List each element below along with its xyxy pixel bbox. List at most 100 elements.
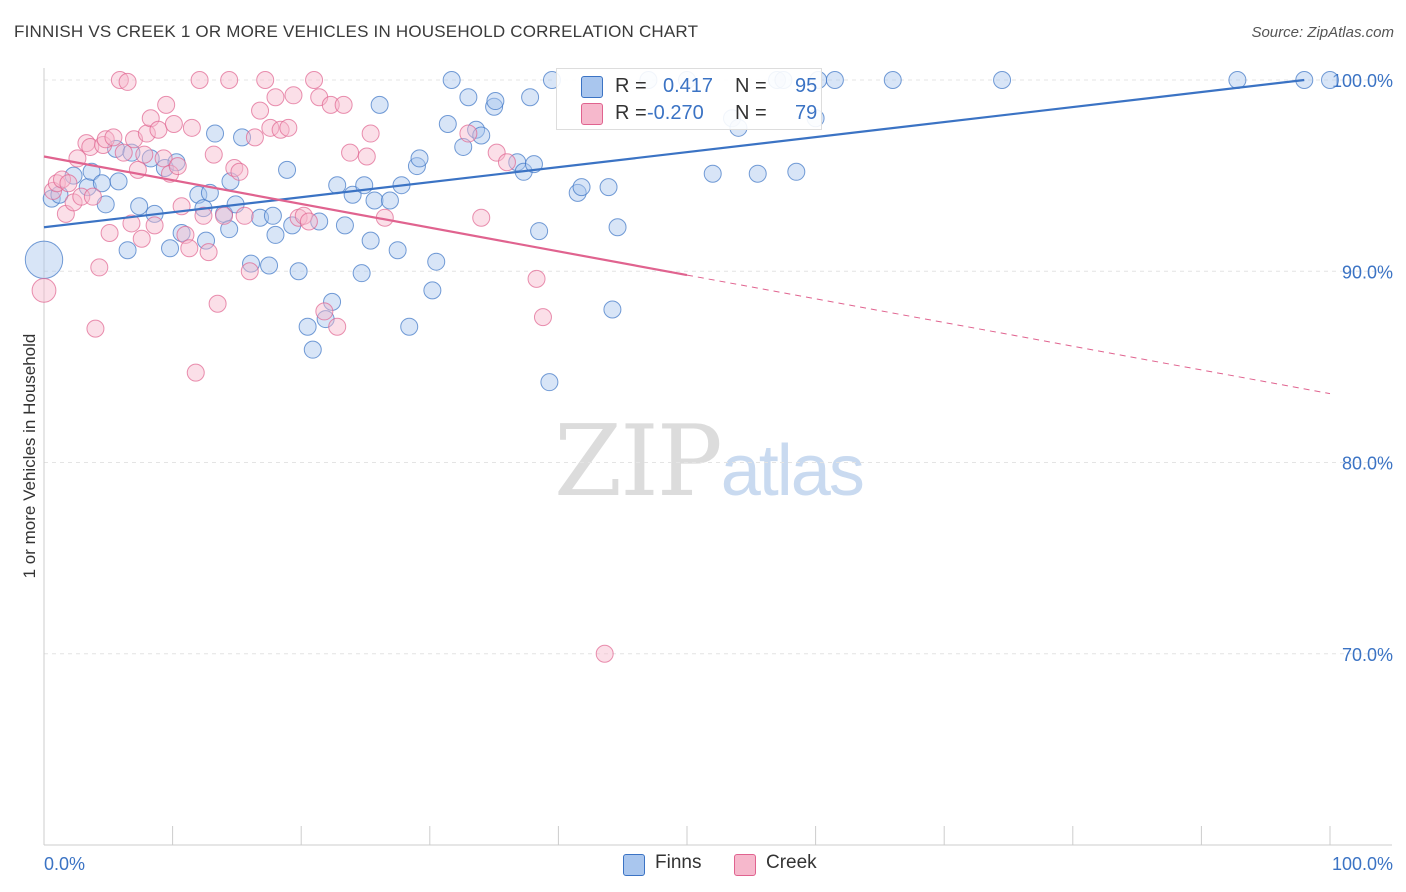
finns-point-16 [161, 239, 180, 258]
finns-point-37 [298, 317, 317, 336]
finns-point-76 [603, 300, 622, 319]
creek-point-72 [459, 124, 478, 143]
creek-point-74 [527, 269, 546, 288]
finns-point-21 [197, 231, 216, 250]
creek-point-11 [83, 187, 102, 206]
finns-point-5 [82, 162, 101, 181]
finns-point-74 [572, 178, 591, 197]
finns-point-32 [263, 206, 282, 225]
creek-point-42 [199, 243, 218, 262]
creek-point-41 [194, 206, 213, 225]
creek-point-61 [299, 212, 318, 231]
creek-point-33 [164, 114, 183, 133]
finns-point-28 [233, 128, 252, 147]
stats-legend: R = 0.417 N = 95 R = -0.270 N = 79 [556, 68, 822, 130]
finns-trend-line [43, 78, 1305, 229]
creek-point-55 [266, 88, 285, 107]
creek-point-73 [472, 208, 491, 227]
creek-point-29 [149, 120, 168, 139]
y-tick-label-80: 80.0% [1342, 454, 1393, 474]
creek-point-51 [245, 128, 264, 147]
finns-point-51 [388, 241, 407, 260]
creek-swatch [581, 103, 603, 125]
finns-point-10 [118, 241, 137, 260]
creek-point-30 [154, 149, 173, 168]
finns-n-label: N = [735, 75, 767, 97]
creek-point-36 [176, 225, 195, 244]
finns-point-77 [608, 218, 627, 237]
creek-trend-line-extension [686, 274, 1331, 395]
creek-point-46 [220, 71, 239, 89]
creek-point-45 [215, 206, 234, 225]
creek-point-12 [86, 319, 105, 338]
finns-point-42 [328, 176, 347, 195]
finns-n-value: 95 [795, 75, 818, 97]
creek-point-17 [104, 128, 123, 147]
creek-point-64 [315, 302, 334, 321]
finns-point-23 [206, 124, 225, 143]
creek-point-68 [341, 143, 360, 162]
bottom-creek-swatch [734, 854, 756, 876]
creek-point-0 [31, 277, 57, 303]
creek-n-label: N = [735, 102, 767, 124]
creek-point-28 [145, 216, 164, 235]
creek-n-value: 79 [795, 102, 818, 124]
creek-point-60 [294, 206, 313, 225]
bottom-finns-label: Finns [655, 852, 702, 873]
finns-point-91 [993, 71, 1012, 89]
finns-point-0 [24, 240, 64, 279]
finns-point-38 [303, 340, 322, 359]
creek-point-18 [110, 71, 129, 89]
finns-point-57 [427, 252, 446, 271]
y-tick-label-70: 70.0% [1342, 645, 1393, 665]
finns-point-65 [486, 92, 505, 111]
finns-point-69 [524, 155, 543, 174]
finns-r-label: R = [615, 75, 647, 97]
y-tick-label-90: 90.0% [1342, 262, 1393, 282]
creek-point-57 [279, 118, 298, 137]
finns-point-25 [220, 220, 239, 239]
finns-point-80 [703, 164, 722, 183]
finns-point-89 [825, 71, 844, 89]
finns-point-4 [78, 178, 97, 197]
source-label: Source: ZipAtlas.com [1251, 24, 1394, 41]
finns-point-9 [109, 172, 128, 191]
creek-point-66 [328, 317, 347, 336]
finns-point-31 [260, 256, 279, 275]
finns-point-56 [423, 281, 442, 300]
creek-point-26 [137, 124, 156, 143]
creek-point-53 [256, 71, 275, 89]
y-tick-label-100: 100.0% [1332, 71, 1393, 91]
creek-point-37 [180, 239, 199, 258]
creek-point-69 [357, 147, 376, 166]
bottom-creek-label: Creek [766, 852, 817, 873]
creek-point-48 [230, 162, 249, 181]
finns-point-61 [459, 88, 478, 107]
finns-point-92 [1228, 71, 1247, 89]
creek-point-39 [186, 363, 205, 382]
finns-r-value: 0.417 [663, 75, 714, 97]
creek-r-value: -0.270 [647, 102, 704, 124]
finns-point-50 [380, 191, 399, 210]
finns-point-49 [370, 95, 389, 114]
watermark-atlas: atlas [720, 431, 865, 511]
finns-point-48 [365, 191, 384, 210]
creek-point-5 [59, 174, 78, 193]
creek-point-21 [122, 214, 141, 233]
finns-point-70 [530, 222, 549, 241]
finns-point-94 [1321, 71, 1339, 89]
finns-point-58 [438, 114, 457, 133]
finns-point-43 [335, 216, 354, 235]
creek-point-65 [321, 95, 340, 114]
chart-title: FINNISH VS CREEK 1 OR MORE VEHICLES IN H… [14, 22, 699, 41]
creek-point-43 [204, 145, 223, 164]
creek-point-76 [595, 644, 614, 663]
creek-point-34 [168, 157, 187, 176]
creek-point-25 [135, 145, 154, 164]
creek-point-24 [132, 229, 151, 248]
creek-point-75 [533, 308, 552, 327]
x-tick-label-100: 100.0% [1332, 854, 1393, 874]
creek-point-31 [157, 95, 176, 114]
creek-point-70 [361, 124, 380, 143]
finns-point-12 [130, 197, 149, 216]
